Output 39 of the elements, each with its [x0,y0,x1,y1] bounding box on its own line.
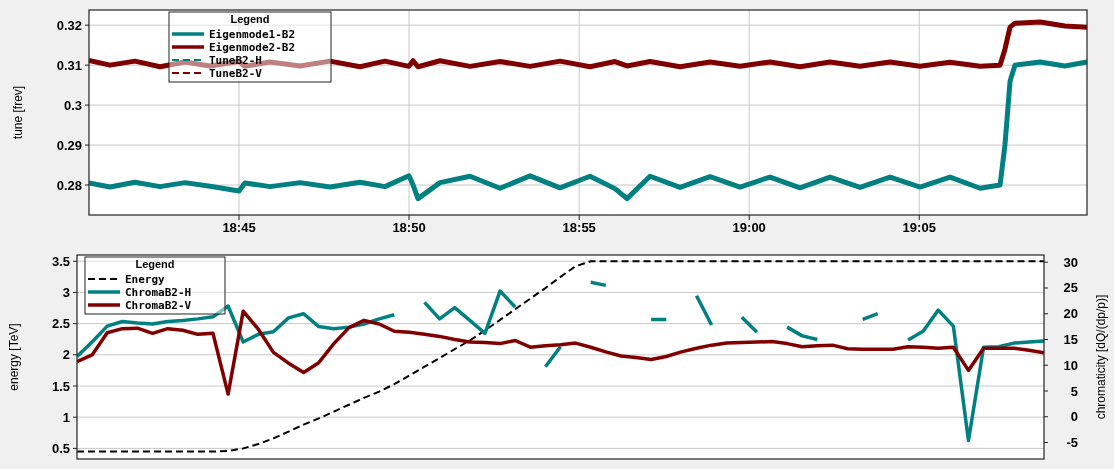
y2-tick-label: 20 [1063,306,1078,322]
legend-label: Eigenmode2-B2 [209,41,296,54]
x-tick-label: 19:00 [732,220,766,235]
y2-tick-label: 25 [1063,280,1078,296]
y-axis-title: energy [TeV] [7,323,21,391]
y-tick-label: 3 [62,284,70,300]
y-tick-label: 1.5 [51,378,70,394]
y-tick-label: 1 [62,409,70,425]
y2-tick-label: 30 [1063,254,1078,270]
y-tick-label: 0.32 [56,17,82,33]
y-axis-title: tune [frev] [11,85,25,140]
y2-axis-title: chromaticity [dQ/(dp/p)] [1094,294,1108,420]
y2-tick-label: 10 [1063,357,1078,373]
y-tick-label: 0.3 [63,97,82,113]
x-tick-label: 19:05 [902,220,936,235]
legend-label: Eigenmode1-B2 [209,28,296,41]
y-tick-label: 0.28 [56,177,82,193]
y-tick-label: 0.5 [51,440,70,456]
legend-label: ChromaB2-V [125,299,192,312]
y2-tick-label: -5 [1066,435,1078,451]
line-series [77,309,1044,396]
legend-label: TuneB2-H [209,54,262,67]
y2-tick-label: 0 [1070,409,1078,425]
y-tick-label: 2 [62,347,70,363]
y-tick-label: 3.5 [51,253,70,269]
y-tick-label: 2.5 [51,316,70,332]
x-tick-label: 18:45 [222,220,256,235]
legend-label: TuneB2-V [209,67,263,80]
legend-title: Legend [135,258,175,270]
y-tick-label: 0.29 [56,137,82,153]
y-tick-label: 0.31 [56,57,82,73]
legend-title: Legend [230,13,270,25]
line-series [77,260,1044,453]
legend-label: ChromaB2-H [125,286,192,299]
x-tick-label: 18:50 [392,220,426,235]
y2-tick-label: 15 [1063,331,1078,347]
legend-label: Energy [125,273,166,286]
x-tick-label: 18:55 [562,220,596,235]
y2-tick-label: 5 [1070,383,1078,399]
